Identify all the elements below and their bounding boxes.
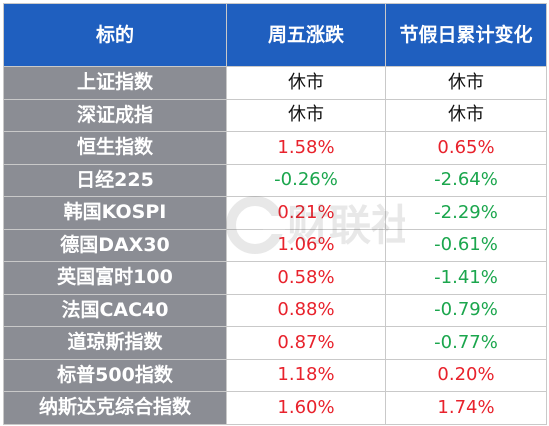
header-row: 标的 周五涨跌 节假日累计变化 bbox=[3, 3, 547, 67]
asset-name-cell: 英国富时100 bbox=[3, 261, 227, 295]
friday-change-cell: 0.88% bbox=[226, 293, 386, 327]
friday-change-cell: 0.87% bbox=[226, 326, 386, 360]
holiday-change-cell: -0.79% bbox=[385, 293, 547, 327]
table-row: 上证指数 休市 休市 bbox=[3, 66, 547, 100]
table-row: 恒生指数 1.58% 0.65% bbox=[3, 131, 547, 165]
friday-change-cell: 0.58% bbox=[226, 261, 386, 295]
friday-change-cell: 1.58% bbox=[226, 131, 386, 165]
holiday-change-cell: 休市 bbox=[385, 98, 547, 132]
asset-name-cell: 标普500指数 bbox=[3, 358, 227, 392]
header-asset: 标的 bbox=[3, 3, 227, 67]
asset-name-cell: 日经225 bbox=[3, 163, 227, 197]
table-row: 深证成指 休市 休市 bbox=[3, 98, 547, 132]
holiday-change-cell: -0.61% bbox=[385, 228, 547, 262]
friday-change-cell: 1.06% bbox=[226, 228, 386, 262]
table-row: 德国DAX30 1.06% -0.61% bbox=[3, 228, 547, 262]
holiday-change-cell: -2.64% bbox=[385, 163, 547, 197]
asset-name-cell: 德国DAX30 bbox=[3, 228, 227, 262]
table-row: 韩国KOSPI 0.21% -2.29% bbox=[3, 196, 547, 230]
holiday-change-cell: -2.29% bbox=[385, 196, 547, 230]
friday-change-cell: 1.18% bbox=[226, 358, 386, 392]
asset-name-cell: 道琼斯指数 bbox=[3, 326, 227, 360]
market-table: 标的 周五涨跌 节假日累计变化 上证指数 休市 休市 深证成指 休市 休市 恒生指数 1.58… bbox=[3, 3, 547, 425]
header-friday-change: 周五涨跌 bbox=[226, 3, 386, 67]
holiday-change-cell: 0.65% bbox=[385, 131, 547, 165]
asset-name-cell: 法国CAC40 bbox=[3, 293, 227, 327]
table-body: 上证指数 休市 休市 深证成指 休市 休市 恒生指数 1.58% 0.65% 日经225 -0.26… bbox=[3, 66, 547, 425]
asset-name-cell: 上证指数 bbox=[3, 66, 227, 100]
asset-name-cell: 韩国KOSPI bbox=[3, 196, 227, 230]
friday-change-cell: 休市 bbox=[226, 98, 386, 132]
friday-change-cell: 休市 bbox=[226, 66, 386, 100]
holiday-change-cell: 休市 bbox=[385, 66, 547, 100]
table-row: 英国富时100 0.58% -1.41% bbox=[3, 261, 547, 295]
holiday-change-cell: 0.20% bbox=[385, 358, 547, 392]
friday-change-cell: 0.21% bbox=[226, 196, 386, 230]
header-holiday-change: 节假日累计变化 bbox=[385, 3, 547, 67]
holiday-change-cell: -1.41% bbox=[385, 261, 547, 295]
table-row: 日经225 -0.26% -2.64% bbox=[3, 163, 547, 197]
table-row: 纳斯达克综合指数 1.60% 1.74% bbox=[3, 391, 547, 425]
asset-name-cell: 深证成指 bbox=[3, 98, 227, 132]
friday-change-cell: -0.26% bbox=[226, 163, 386, 197]
asset-name-cell: 纳斯达克综合指数 bbox=[3, 391, 227, 425]
table-row: 道琼斯指数 0.87% -0.77% bbox=[3, 326, 547, 360]
holiday-change-cell: -0.77% bbox=[385, 326, 547, 360]
asset-name-cell: 恒生指数 bbox=[3, 131, 227, 165]
table-row: 法国CAC40 0.88% -0.79% bbox=[3, 293, 547, 327]
friday-change-cell: 1.60% bbox=[226, 391, 386, 425]
holiday-change-cell: 1.74% bbox=[385, 391, 547, 425]
table-row: 标普500指数 1.18% 0.20% bbox=[3, 358, 547, 392]
